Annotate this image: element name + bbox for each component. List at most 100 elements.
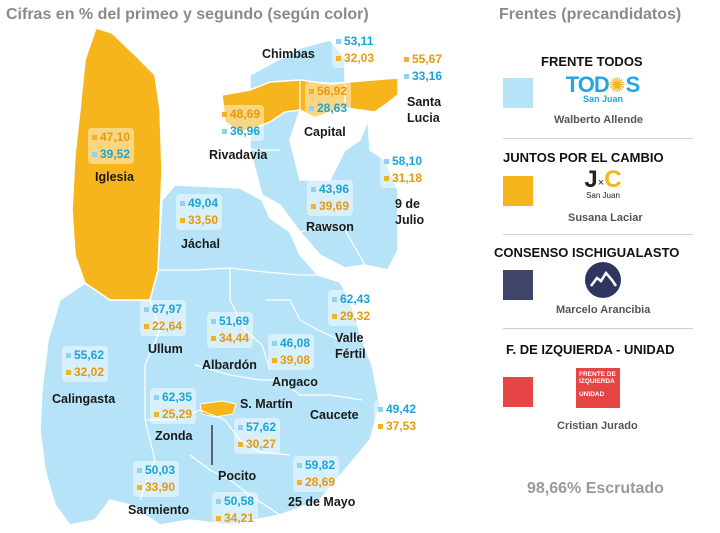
vote-value: 31,18 <box>392 171 423 185</box>
dept-label-zonda: Zonda <box>155 429 193 443</box>
dept-label-rivadavia: Rivadavia <box>209 148 268 162</box>
color-marker <box>144 307 149 313</box>
vote-value: 37,53 <box>386 419 417 433</box>
vote-value: 49,04 <box>188 196 219 210</box>
dept-values-rawson: 43,96 39,69 <box>307 180 354 216</box>
vote-value: 28,69 <box>305 475 336 489</box>
dept-values-santa-lucia: 55,67 33,16 <box>400 50 447 86</box>
vote-value: 25,29 <box>162 407 193 421</box>
vote-percentage: 39,52 <box>92 146 130 163</box>
vote-percentage: 43,96 <box>311 181 349 198</box>
vote-percentage: 30,27 <box>238 436 276 453</box>
dept-label-pocito: Pocito <box>218 469 257 483</box>
vote-percentage: 47,10 <box>92 129 130 146</box>
swatch-izquierda <box>503 377 533 407</box>
vote-value: 33,50 <box>188 213 219 227</box>
dept-label-santa-lucia: Santa Lucia <box>407 95 442 125</box>
color-marker <box>404 74 409 80</box>
vote-percentage: 34,44 <box>211 330 249 347</box>
swatch-consenso <box>503 270 533 300</box>
color-marker <box>211 319 216 325</box>
color-marker <box>238 442 243 448</box>
dept-label-chimbas: Chimbas <box>262 47 315 61</box>
vote-percentage: 46,08 <box>272 335 310 352</box>
vote-percentage: 49,42 <box>378 401 416 418</box>
dept-values-25-de-mayo: 59,82 28,69 <box>293 456 340 492</box>
vote-value: 47,10 <box>100 130 131 144</box>
legend-title: Frentes (precandidatos) <box>499 6 682 23</box>
map-title: Cifras en % del primeo y segundo (según … <box>6 6 369 23</box>
vote-percentage: 57,62 <box>238 419 276 436</box>
candidate-todos: Walberto Allende <box>554 114 644 126</box>
vote-value: 43,96 <box>319 182 350 196</box>
vote-percentage: 56,92 <box>309 83 347 100</box>
vote-percentage: 48,69 <box>222 106 260 123</box>
vote-value: 28,63 <box>317 101 348 115</box>
divider <box>503 138 693 139</box>
color-marker <box>180 218 185 224</box>
scrutiny-status: 98,66% Escrutado <box>527 480 664 497</box>
vote-percentage: 33,50 <box>180 212 218 229</box>
color-marker <box>311 204 316 210</box>
vote-percentage: 39,69 <box>311 198 349 215</box>
map-region-south <box>39 184 381 526</box>
color-marker <box>211 336 216 342</box>
vote-value: 49,42 <box>386 402 417 416</box>
dept-values-iglesia: 47,10 39,52 <box>88 128 135 164</box>
vote-value: 30,27 <box>246 437 277 451</box>
front-name-todos: FRENTE TODOS <box>541 54 643 69</box>
front-name-juntos: JUNTOS POR EL CAMBIO <box>503 150 664 165</box>
color-marker <box>297 463 302 469</box>
color-marker <box>222 112 227 118</box>
vote-percentage: 33,90 <box>137 479 175 496</box>
color-marker <box>336 56 341 62</box>
vote-percentage: 32,02 <box>66 364 104 381</box>
vote-value: 33,16 <box>412 69 443 83</box>
color-marker <box>272 358 277 364</box>
front-name-consenso: CONSENSO ISCHIGUALASTO <box>494 245 680 260</box>
dept-values-rivadavia: 48,69 36,96 <box>218 105 265 141</box>
color-marker <box>216 516 221 522</box>
dept-values-pocito: 57,62 30,27 <box>234 418 281 454</box>
vote-value: 50,58 <box>224 494 255 508</box>
color-marker <box>309 106 314 112</box>
vote-value: 32,03 <box>344 51 375 65</box>
color-marker <box>144 324 149 330</box>
vote-percentage: 51,69 <box>211 313 249 330</box>
vote-percentage: 32,03 <box>336 50 374 67</box>
map-region-iglesia <box>71 27 163 301</box>
vote-percentage: 50,03 <box>137 462 175 479</box>
vote-percentage: 58,10 <box>384 153 422 170</box>
vote-value: 59,82 <box>305 458 336 472</box>
vote-value: 50,03 <box>145 463 176 477</box>
vote-value: 33,90 <box>145 480 176 494</box>
color-marker <box>378 407 383 413</box>
vote-value: 29,32 <box>340 309 371 323</box>
dept-values-jachal: 49,04 33,50 <box>176 194 223 230</box>
color-marker <box>92 135 97 141</box>
color-marker <box>332 297 337 303</box>
dept-values-capital: 56,92 28,63 <box>305 82 352 118</box>
color-marker <box>336 39 341 45</box>
divider <box>503 234 693 235</box>
vote-percentage: 55,67 <box>404 51 442 68</box>
color-marker <box>137 485 142 491</box>
vote-percentage: 62,43 <box>332 291 370 308</box>
logo-juntos: J×C San Juan <box>584 166 622 200</box>
color-marker <box>222 129 227 135</box>
dept-label-caucete: Caucete <box>310 408 359 422</box>
color-marker <box>66 370 71 376</box>
candidate-consenso: Marcelo Arancibia <box>556 304 651 316</box>
dept-label-ullum: Ullum <box>148 342 183 356</box>
dept-label-jachal: Jáchal <box>181 237 220 251</box>
color-marker <box>137 468 142 474</box>
dept-label-9-de-julio: 9 de Julio <box>395 197 425 227</box>
vote-percentage: 28,63 <box>309 100 347 117</box>
color-marker <box>384 176 389 182</box>
color-marker <box>92 152 97 158</box>
dept-values-zonda: 62,35 25,29 <box>150 388 197 424</box>
vote-value: 53,11 <box>344 34 374 48</box>
vote-value: 57,62 <box>246 420 277 434</box>
dept-label-capital: Capital <box>304 125 346 139</box>
vote-percentage: 67,97 <box>144 301 182 318</box>
